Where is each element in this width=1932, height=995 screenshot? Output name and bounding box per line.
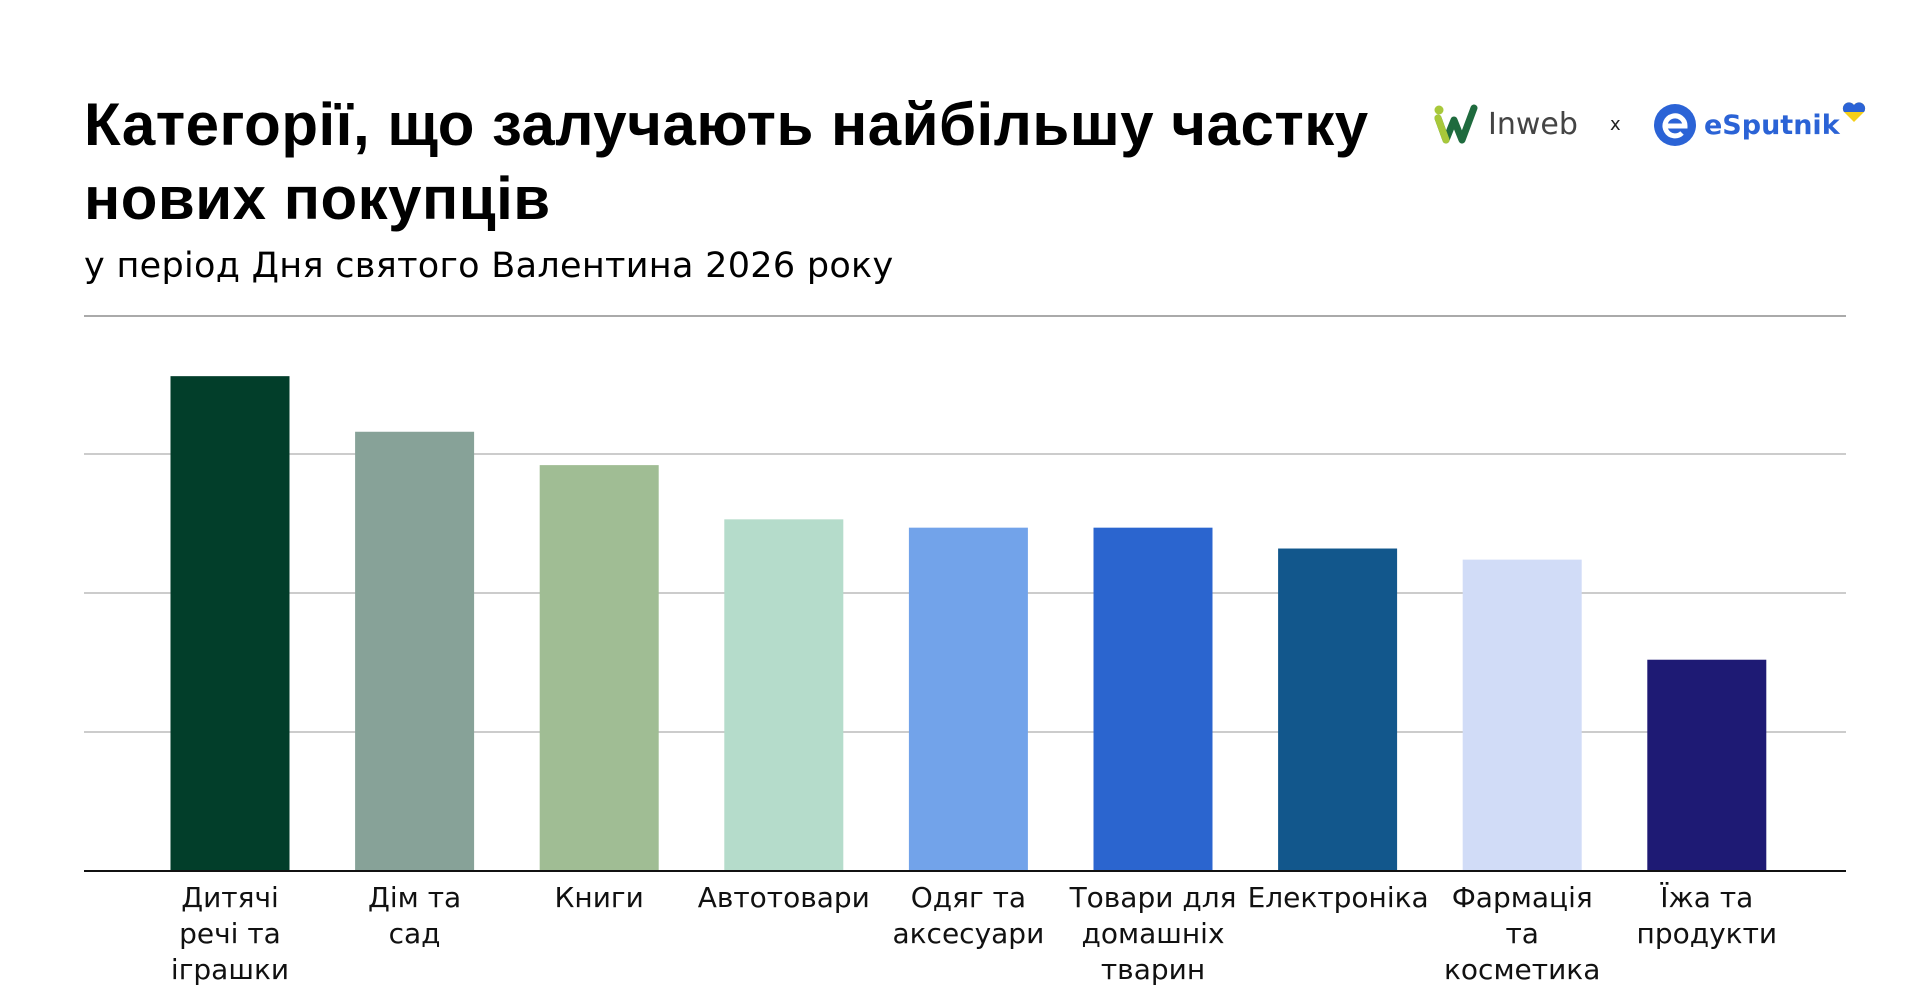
- x-tick-label: Автотовари: [694, 880, 874, 916]
- x-tick-label: Електроніка: [1247, 880, 1429, 916]
- x-tick-label-line: Електроніка: [1247, 881, 1429, 914]
- x-tick-label: Книги: [509, 880, 689, 916]
- inweb-logo: Inweb: [1434, 102, 1578, 146]
- logo-separator: x: [1610, 114, 1621, 135]
- bar: [908, 527, 1028, 871]
- x-tick-label-line: Автотовари: [697, 881, 870, 914]
- bar: [170, 376, 290, 871]
- x-tick-label: Дім та сад: [325, 880, 505, 952]
- x-tick-label-line: та: [1505, 917, 1539, 950]
- x-tick-label: Товари для домашніх тварин: [1063, 880, 1243, 988]
- x-tick-label-line: речі та: [179, 917, 281, 950]
- x-tick-label: Одяг та аксесуари: [878, 880, 1058, 952]
- x-tick-label-line: сад: [388, 917, 441, 950]
- x-tick-label-line: іграшки: [170, 953, 290, 986]
- x-tick-label-line: Фармація: [1451, 881, 1593, 914]
- bar: [1462, 559, 1582, 871]
- x-tick-label-line: Товари для: [1069, 881, 1237, 914]
- bar: [1093, 527, 1213, 871]
- bar: [1647, 659, 1767, 871]
- x-tick-label-line: Дитячі: [181, 881, 279, 914]
- esputnik-logo-text: eSputnik: [1704, 109, 1840, 141]
- bar: [355, 431, 475, 871]
- x-tick-label-line: аксесуари: [892, 917, 1045, 950]
- chart-subtitle: у період Дня святого Валентина 2026 року: [84, 246, 894, 286]
- esputnik-logo-icon: [1654, 104, 1696, 146]
- inweb-logo-text: Inweb: [1488, 106, 1578, 142]
- ukraine-heart-icon: [1842, 102, 1865, 122]
- x-tick-label: Їжа та продукти: [1617, 880, 1797, 952]
- x-tick-label-line: Одяг та: [910, 881, 1027, 914]
- bar: [539, 465, 659, 871]
- x-tick-label-line: тварин: [1100, 953, 1206, 986]
- x-tick-label: Фармація та косметика: [1432, 880, 1612, 988]
- esputnik-logo: eSputnik: [1652, 100, 1866, 150]
- x-tick-label-line: Їжа та: [1660, 881, 1754, 914]
- x-tick-label-line: продукти: [1636, 917, 1778, 950]
- x-tick-label-line: Книги: [554, 881, 644, 914]
- header-divider: [84, 315, 1846, 317]
- x-tick-label-line: Дім та: [368, 881, 462, 914]
- x-tick-label-line: домашніх: [1081, 917, 1225, 950]
- bar: [724, 519, 844, 871]
- inweb-logo-icon: [1434, 104, 1478, 144]
- chart-title: Категорії, що залучають найбільшу частку…: [84, 91, 1369, 232]
- bar: [1278, 548, 1398, 871]
- x-tick-label-line: косметика: [1444, 953, 1601, 986]
- x-tick-label: Дитячі речі та іграшки: [140, 880, 320, 988]
